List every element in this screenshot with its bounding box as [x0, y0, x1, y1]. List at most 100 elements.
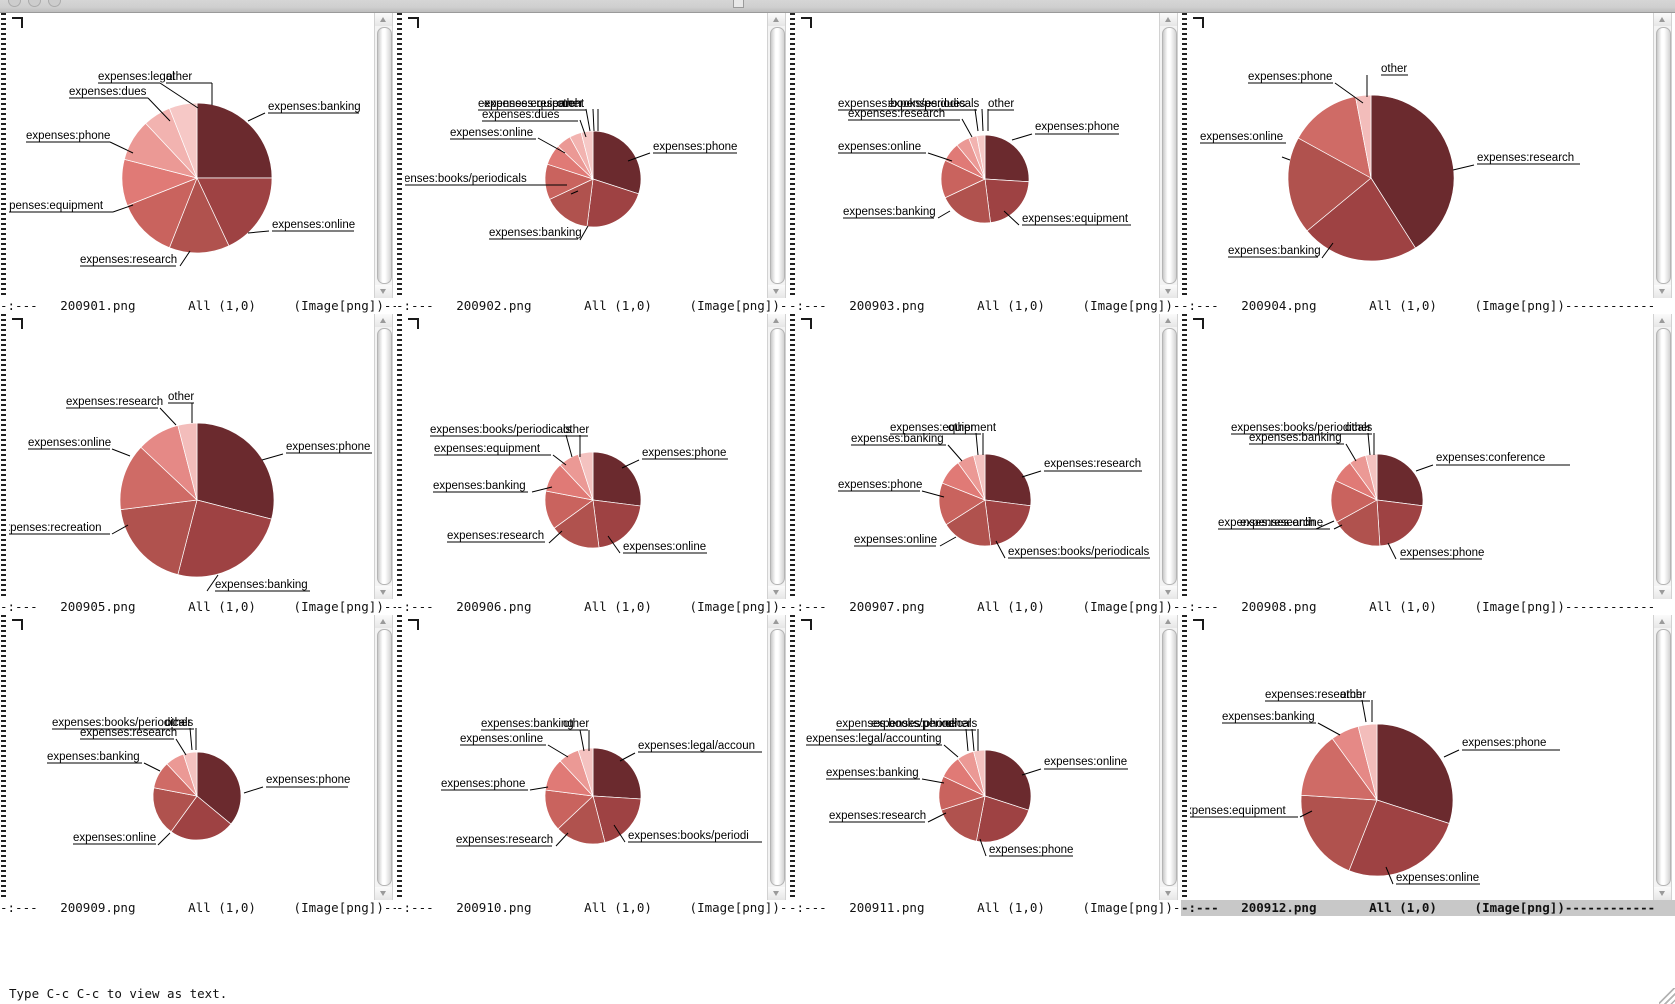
pie-callout-p2-5: expenses:phone — [627, 141, 737, 162]
scroll-up-arrow-icon[interactable] — [1654, 13, 1671, 26]
buffer-window-200906[interactable] — [396, 314, 789, 599]
modeline-spacer — [531, 298, 584, 313]
scroll-down-arrow-icon[interactable] — [1160, 887, 1177, 900]
scrollbar-thumb[interactable] — [1162, 328, 1177, 585]
scroll-up-arrow-icon[interactable] — [1160, 615, 1177, 628]
buffer-window-200912[interactable] — [1181, 615, 1675, 900]
pie-slice-expenses-phone — [196, 422, 275, 520]
modeline-200908[interactable]: -:--- 200908.png All (1,0) (Image[png])-… — [1181, 599, 1675, 615]
svg-text:expenses:equipment: expenses:equipment — [0, 200, 104, 212]
scrollbar-thumb[interactable] — [1656, 629, 1671, 886]
svg-text:expenses:conference: expenses:conference — [1436, 452, 1545, 464]
vertical-scrollbar[interactable] — [374, 615, 393, 900]
window-minimize-button[interactable] — [28, 0, 41, 7]
scrollbar-thumb[interactable] — [1656, 27, 1671, 284]
pie-callout-p9-1: other — [165, 717, 197, 750]
scrollbar-thumb[interactable] — [1656, 328, 1671, 585]
scroll-down-arrow-icon[interactable] — [768, 887, 785, 900]
scroll-up-arrow-icon[interactable] — [768, 615, 785, 628]
vertical-scrollbar[interactable] — [374, 314, 393, 599]
modeline-200910[interactable]: -:--- 200910.png All (1,0) (Image[png])-… — [396, 900, 789, 916]
vertical-scrollbar[interactable] — [1653, 314, 1672, 599]
modeline-200903[interactable]: -:--- 200903.png All (1,0) (Image[png])-… — [789, 298, 1181, 314]
pie-callout-p8-2: expenses:banking — [1249, 432, 1357, 462]
modeline-major-mode: (Image[png]) — [293, 298, 384, 313]
modeline-200907[interactable]: -:--- 200907.png All (1,0) (Image[png])-… — [789, 599, 1181, 615]
pie-callout-p6-5: expenses:research — [447, 530, 563, 544]
window-maximize-button[interactable] — [48, 0, 61, 7]
modeline-buffer-name: 200901.png — [60, 298, 136, 313]
pie-chart-200912 — [1300, 723, 1454, 877]
pie-callout-p1-1: other — [166, 71, 213, 105]
buffer-window-200907[interactable] — [789, 314, 1181, 599]
buffer-window-200901[interactable] — [0, 13, 396, 298]
vertical-scrollbar[interactable] — [767, 13, 786, 298]
window-title-icon — [733, 0, 744, 8]
modeline-200912[interactable]: -:--- 200912.png All (1,0) (Image[png])-… — [1181, 900, 1675, 916]
svg-text:expenses:equipment: expenses:equipment — [1022, 213, 1129, 225]
scroll-up-arrow-icon[interactable] — [768, 314, 785, 327]
vertical-scrollbar[interactable] — [1159, 615, 1178, 900]
buffer-window-200911[interactable] — [789, 615, 1181, 900]
modeline-200905[interactable]: -:--- 200905.png All (1,0) (Image[png])-… — [0, 599, 396, 615]
buffer-window-200910[interactable] — [396, 615, 789, 900]
scroll-down-arrow-icon[interactable] — [1160, 285, 1177, 298]
vertical-scrollbar[interactable] — [1159, 314, 1178, 599]
vertical-scrollbar[interactable] — [1159, 13, 1178, 298]
scroll-up-arrow-icon[interactable] — [375, 615, 392, 628]
buffer-window-200904[interactable] — [1181, 13, 1675, 298]
resize-grip[interactable] — [1659, 988, 1675, 1004]
scroll-up-arrow-icon[interactable] — [1654, 314, 1671, 327]
vertical-scrollbar[interactable] — [767, 615, 786, 900]
scrollbar-thumb[interactable] — [377, 27, 392, 284]
modeline-200909[interactable]: -:--- 200909.png All (1,0) (Image[png])-… — [0, 900, 396, 916]
scroll-up-arrow-icon[interactable] — [768, 13, 785, 26]
modeline-position: All (1,0) — [1369, 599, 1437, 614]
modeline-prefix: -:--- — [1181, 599, 1219, 614]
scrollbar-thumb[interactable] — [1162, 629, 1177, 886]
vertical-scrollbar[interactable] — [374, 13, 393, 298]
buffer-window-200902[interactable] — [396, 13, 789, 298]
scrollbar-thumb[interactable] — [770, 27, 785, 284]
modeline-prefix: -:--- — [0, 599, 38, 614]
vertical-scrollbar[interactable] — [767, 314, 786, 599]
scroll-down-arrow-icon[interactable] — [768, 285, 785, 298]
pie-chart-200903 — [940, 134, 1030, 224]
scroll-down-arrow-icon[interactable] — [1654, 285, 1671, 298]
scroll-down-arrow-icon[interactable] — [1654, 887, 1671, 900]
scrollbar-thumb[interactable] — [1162, 27, 1177, 284]
scroll-down-arrow-icon[interactable] — [1160, 586, 1177, 599]
modeline-200911[interactable]: -:--- 200911.png All (1,0) (Image[png])-… — [789, 900, 1181, 916]
minibuffer[interactable]: Type C-c C-c to view as text. — [0, 984, 1675, 1004]
scrollbar-thumb[interactable] — [377, 328, 392, 585]
scroll-up-arrow-icon[interactable] — [1160, 13, 1177, 26]
window-close-button[interactable] — [8, 0, 21, 7]
scroll-down-arrow-icon[interactable] — [375, 285, 392, 298]
scroll-up-arrow-icon[interactable] — [1160, 314, 1177, 327]
callout-leader-line — [1345, 443, 1357, 462]
callout-leader-line — [1011, 133, 1033, 141]
scroll-up-arrow-icon[interactable] — [375, 314, 392, 327]
scrollbar-thumb[interactable] — [377, 629, 392, 886]
callout-leader-line — [247, 230, 270, 234]
scrollbar-thumb[interactable] — [770, 629, 785, 886]
vertical-scrollbar[interactable] — [1653, 615, 1672, 900]
scroll-down-arrow-icon[interactable] — [1654, 586, 1671, 599]
scrollbar-thumb[interactable] — [770, 328, 785, 585]
scroll-up-arrow-icon[interactable] — [375, 13, 392, 26]
buffer-window-200903[interactable] — [789, 13, 1181, 298]
buffer-window-200909[interactable] — [0, 615, 396, 900]
buffer-window-200905[interactable] — [0, 314, 396, 599]
scroll-down-arrow-icon[interactable] — [375, 887, 392, 900]
scroll-down-arrow-icon[interactable] — [375, 586, 392, 599]
scroll-down-arrow-icon[interactable] — [768, 586, 785, 599]
scroll-up-arrow-icon[interactable] — [1654, 615, 1671, 628]
modeline-buffer-name: 200905.png — [60, 599, 136, 614]
pie-chart-200901 — [121, 102, 273, 254]
modeline-200906[interactable]: -:--- 200906.png All (1,0) (Image[png])-… — [396, 599, 789, 615]
modeline-200901[interactable]: -:--- 200901.png All (1,0) (Image[png])-… — [0, 298, 396, 314]
modeline-200902[interactable]: -:--- 200902.png All (1,0) (Image[png])-… — [396, 298, 789, 314]
modeline-200904[interactable]: -:--- 200904.png All (1,0) (Image[png])-… — [1181, 298, 1675, 314]
vertical-scrollbar[interactable] — [1653, 13, 1672, 298]
buffer-window-200908[interactable] — [1181, 314, 1675, 599]
